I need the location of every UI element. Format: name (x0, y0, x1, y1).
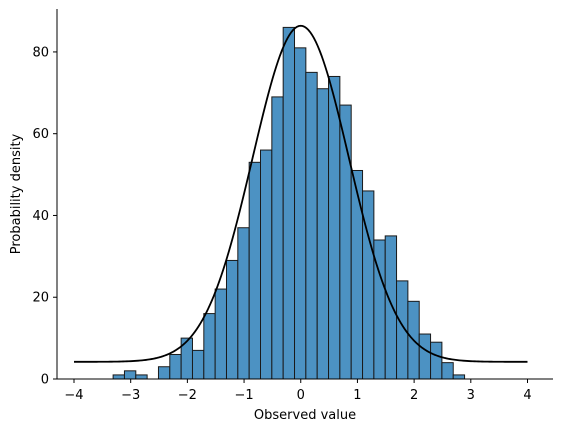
histogram-bar (225, 259, 239, 380)
x-axis-label: Observed value (254, 408, 356, 423)
x-tick-label: −2 (178, 388, 197, 403)
y-axis-label: Probability density (9, 133, 24, 254)
histogram-bar (248, 161, 262, 380)
x-tick-label: 4 (523, 388, 531, 403)
histogram-bar (305, 71, 318, 380)
y-tick-label: 0 (41, 373, 49, 388)
histogram-bar (214, 288, 227, 380)
histogram-bar (260, 149, 273, 380)
y-axis-ticks: 0 20 40 60 80 (32, 45, 57, 388)
x-tick-label: 1 (353, 388, 361, 403)
histogram-bar (112, 374, 125, 380)
histogram-bar (282, 26, 296, 380)
histogram-bar (350, 169, 364, 380)
x-axis-ticks: −4 −3 −2 −1 0 1 2 3 4 (64, 379, 532, 403)
x-tick-label: −4 (64, 388, 83, 403)
histogram-bar (157, 366, 171, 380)
histogram-bar (203, 313, 216, 380)
y-tick-label: 60 (32, 127, 49, 142)
histogram-bar (430, 341, 443, 380)
x-tick-label: 0 (297, 388, 305, 403)
y-tick-label: 40 (32, 209, 49, 224)
histogram-bar (135, 374, 148, 380)
y-tick-label: 80 (32, 45, 49, 60)
x-tick-label: 3 (467, 388, 475, 403)
histogram-bar (418, 333, 432, 380)
x-tick-label: 2 (410, 388, 418, 403)
histogram-bar (271, 96, 284, 380)
histogram-bar (328, 75, 341, 380)
histogram-bars (112, 26, 466, 380)
y-tick-label: 20 (32, 291, 49, 306)
histogram-bar (452, 374, 466, 380)
histogram-bar (123, 370, 137, 380)
x-tick-label: −3 (121, 388, 140, 403)
histogram-bar (384, 235, 398, 380)
x-tick-label: −1 (234, 388, 253, 403)
histogram-bar (191, 349, 205, 380)
density-curve (74, 24, 528, 363)
histogram-bar (237, 227, 250, 380)
histogram-bar (441, 362, 454, 380)
histogram-bar (316, 88, 330, 380)
histogram-bar (294, 47, 307, 380)
histogram-bar (169, 353, 182, 380)
